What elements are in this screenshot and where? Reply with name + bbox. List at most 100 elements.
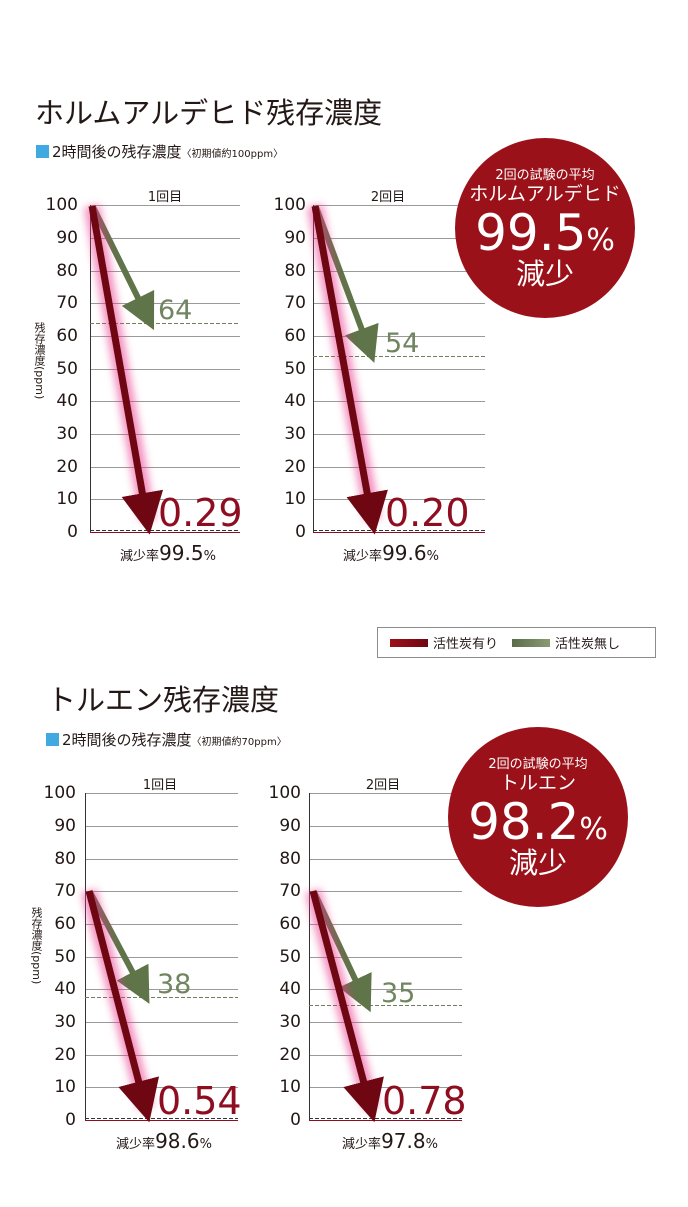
legend-item-with-carbon: 活性炭有り [390,633,498,652]
tick: 10 [279,1077,301,1097]
no-carbon-value: 38 [157,969,192,1000]
reduction-rate: 減少率97.8% [310,1129,470,1153]
badge-caption: 2回の試験の平均 [488,757,588,772]
subtitle-square-icon [36,145,49,158]
tick: 80 [284,261,306,281]
no-carbon-value: 35 [381,978,416,1009]
legend-swatch-green [512,638,551,647]
tick: 50 [56,359,78,379]
badge-pct: % [579,812,608,847]
run-label: 2回目 [365,778,401,793]
legend: 活性炭有り 活性炭無し [377,627,656,658]
tick: 0 [65,1110,76,1130]
rate-label: 減少率 [116,1137,156,1152]
rate-value: 99.5 [159,541,204,565]
tick: 70 [279,881,301,901]
formaldehyde-subtitle: 2時間後の残存濃度 〈初期値約100ppm〉 [36,141,283,162]
no-carbon-value: 54 [385,328,420,359]
tick: 20 [56,457,78,477]
tick: 100 [273,195,306,215]
reduction-rate: 減少率99.6% [311,541,471,565]
tick: 90 [284,228,306,248]
no-carbon-value: 64 [158,295,193,326]
tick: 20 [284,457,306,477]
tick: 80 [56,261,78,281]
toluene-title: トルエン残存濃度 [47,683,280,717]
tick: 40 [56,391,78,411]
subtitle-note: 〈初期値約70ppm〉 [191,737,287,748]
tick: 10 [54,1077,76,1097]
legend-label: 活性炭有り [433,637,499,652]
with-carbon-value: 0.20 [385,491,470,535]
tick: 50 [54,947,76,967]
tick: 100 [43,783,76,803]
badge-caption: 2回の試験の平均 [495,168,595,183]
subtitle-text: 2時間後の残存濃度 [62,731,192,749]
toluene-subtitle: 2時間後の残存濃度 〈初期値約70ppm〉 [46,729,287,750]
rate-label: 減少率 [120,549,160,564]
tick: 80 [279,849,301,869]
badge-value: 98.2% [448,797,628,847]
rate-pct: % [199,1137,212,1152]
badge-substance: トルエン [499,772,576,794]
badge-value: 99.5% [455,208,635,258]
tick: 70 [54,881,76,901]
tick: 90 [54,816,76,836]
tick: 90 [56,228,78,248]
tick: 80 [54,849,76,869]
rate-label: 減少率 [343,549,383,564]
tick: 10 [284,489,306,509]
tick: 10 [56,489,78,509]
rate-label: 減少率 [342,1137,382,1152]
tick: 0 [290,1110,301,1130]
run-label: 1回目 [147,190,183,205]
tick: 40 [54,979,76,999]
badge-reduction: 減少 [515,257,574,291]
reduction-rate: 減少率99.5% [88,541,248,565]
tick: 60 [54,914,76,934]
tick: 20 [54,1045,76,1065]
reduction-rate: 減少率98.6% [84,1129,244,1153]
run-label: 2回目 [370,190,406,205]
tick: 50 [284,359,306,379]
legend-item-without-carbon: 活性炭無し [512,633,620,652]
subtitle-text: 2時間後の残存濃度 [52,143,182,161]
badge-reduction: 減少 [508,846,567,880]
with-carbon-value: 0.54 [157,1079,242,1123]
tick: 30 [54,1012,76,1032]
legend-swatch-red [390,638,428,647]
tick: 20 [279,1045,301,1065]
tick: 60 [56,326,78,346]
with-carbon-value: 0.29 [158,491,243,535]
tick: 100 [45,195,78,215]
formaldehyde-title: ホルムアルデヒド残存濃度 [35,96,383,130]
toluene-average-badge: 2回の試験の平均 トルエン 98.2% 減少 [448,727,628,907]
run-label: 1回目 [142,778,178,793]
y-axis-label: 残存濃度(ppm) [33,322,46,400]
tick: 70 [56,293,78,313]
tick: 0 [295,522,306,542]
badge-pct: % [586,223,615,258]
y-axis-label: 残存濃度(ppm) [30,907,43,985]
tick: 40 [279,979,301,999]
rate-value: 98.6 [155,1129,200,1153]
rate-pct: % [425,1137,438,1152]
subtitle-square-icon [46,733,59,746]
tick: 0 [67,522,78,542]
formaldehyde-average-badge: 2回の試験の平均 ホルムアルデヒド 99.5% 減少 [455,138,635,318]
tick: 60 [279,914,301,934]
rate-pct: % [426,549,439,564]
badge-substance: ホルムアルデヒド [469,183,621,205]
rate-value: 99.6 [382,541,427,565]
with-carbon-value: 0.78 [382,1079,467,1123]
badge-number: 98.2 [468,793,580,851]
rate-value: 97.8 [381,1129,426,1153]
tick: 70 [284,293,306,313]
tick: 30 [56,424,78,444]
tick: 90 [279,816,301,836]
tick: 50 [279,947,301,967]
